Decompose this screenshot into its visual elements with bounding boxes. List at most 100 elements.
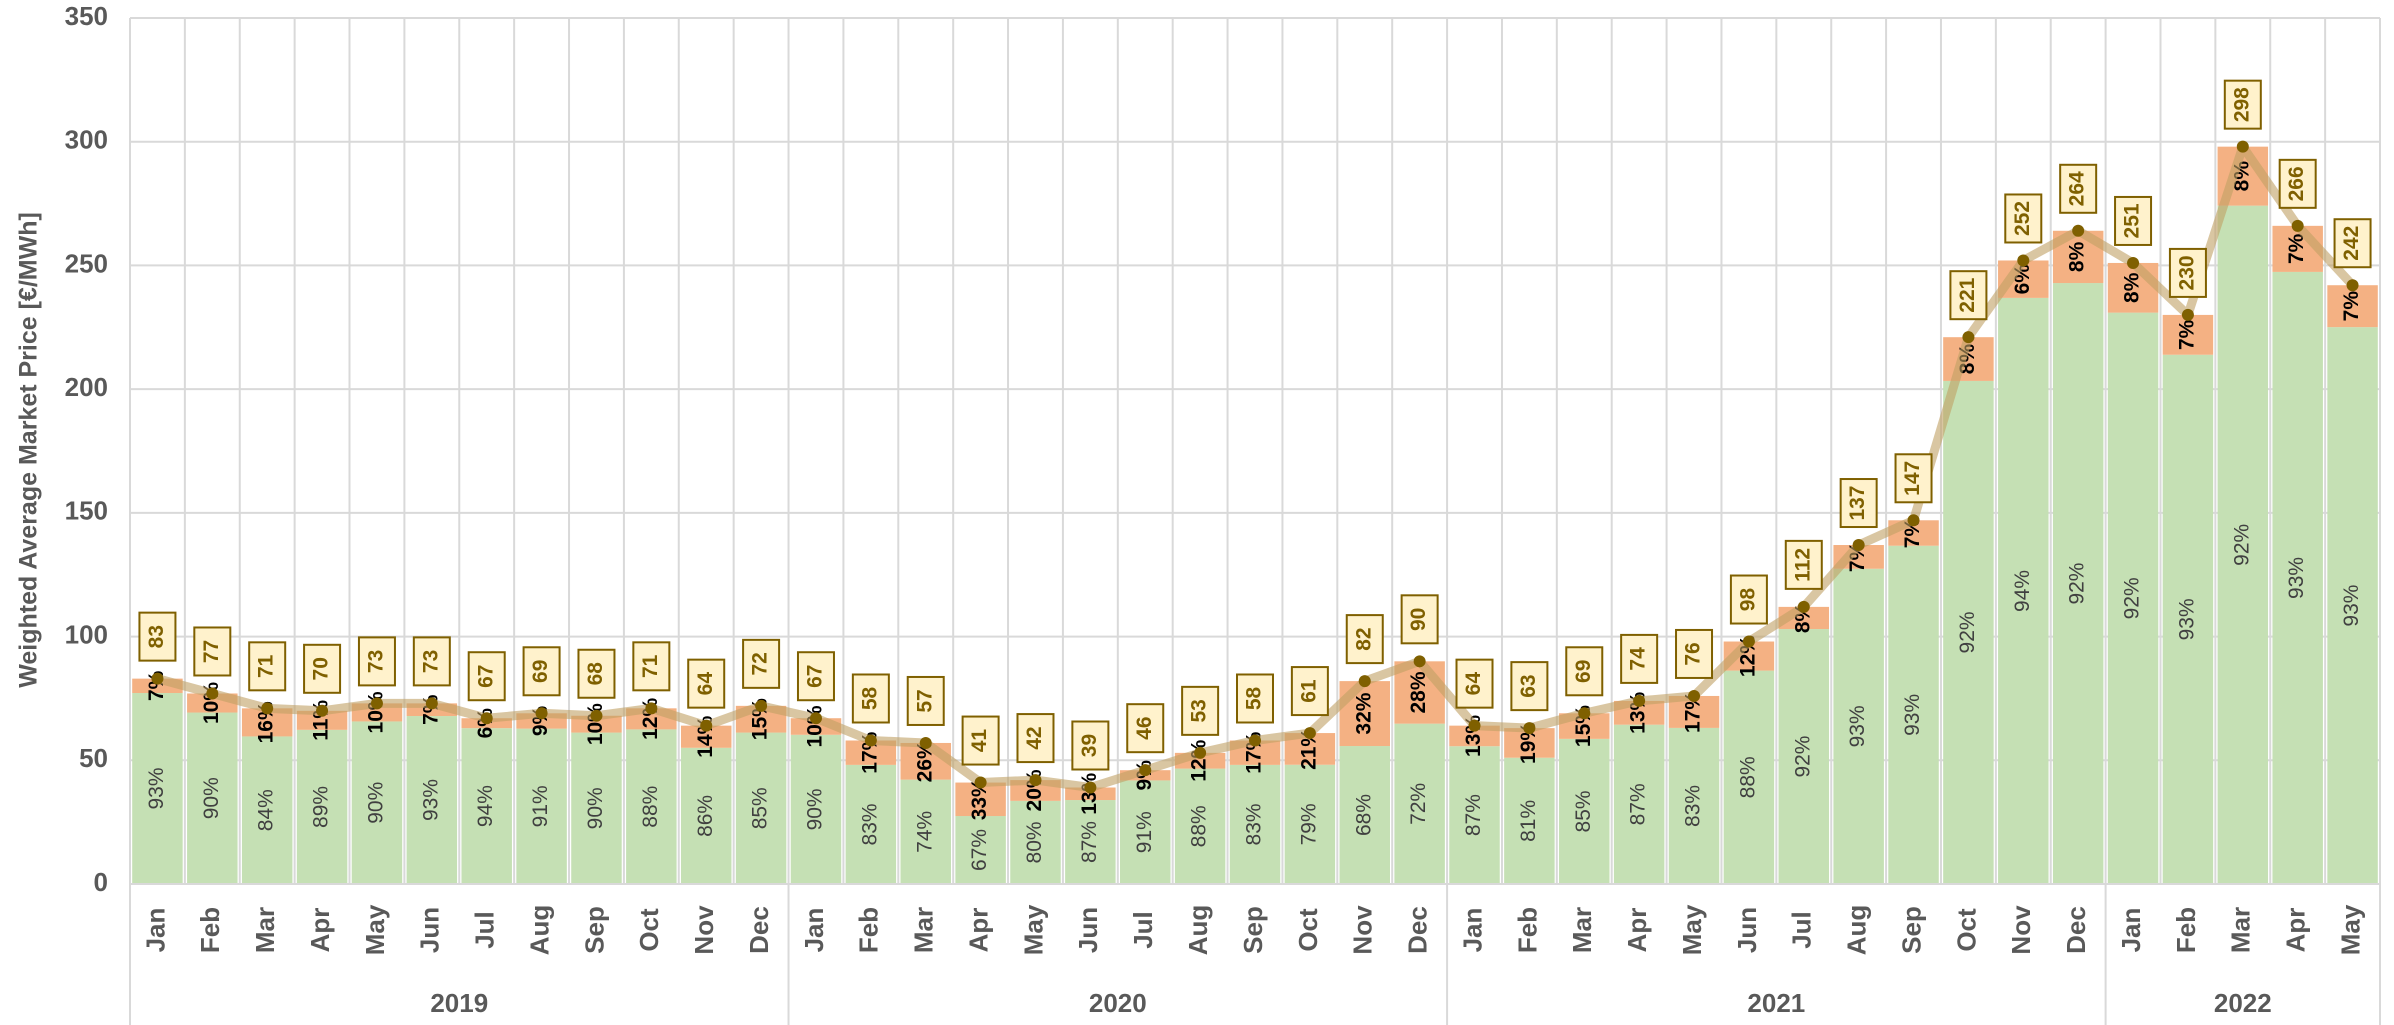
bar-share-a [790,734,842,884]
price-label-box [2278,158,2317,209]
price-label-box [1949,270,1988,321]
bar-share-a [296,729,348,884]
bar-share-a [1778,629,1830,884]
bar-share-a [1943,380,1994,884]
share-a-label: 93% [2175,598,2198,640]
share-a-label: 79% [1297,803,1320,845]
share-a-label: 92% [1956,611,1979,653]
price-label-box [1016,713,1055,764]
x-tick-label: Jul [1787,911,1817,949]
x-tick-label: Sep [1896,906,1926,954]
share-a-label: 85% [749,787,772,829]
price-label: 58 [858,686,881,710]
price-label: 61 [1297,679,1320,703]
share-b-label: 33% [968,778,991,820]
price-point [645,702,658,715]
bar-share-b [296,710,348,730]
x-tick-label: Jan [799,908,829,953]
share-a-label: 94% [2011,570,2034,612]
price-label-box [2114,195,2153,246]
price-label: 74 [1627,647,1650,671]
x-tick-label: Nov [1348,905,1378,955]
x-tick-label: Aug [524,905,554,956]
price-label-box [1455,658,1494,709]
price-label: 58 [1243,686,1266,710]
x-tick-label: Feb [2171,907,2201,953]
price-label: 137 [1846,485,1869,520]
price-label: 69 [1572,660,1595,683]
x-tick-label: Jul [470,911,500,949]
price-point [2127,256,2140,269]
y-tick-label: 350 [65,1,108,31]
year-label: 2021 [1747,988,1805,1018]
price-point [1194,746,1207,759]
price-label-box [1345,614,1384,665]
bar-share-a [2162,354,2214,885]
x-tick-label: Feb [1512,907,1542,953]
share-a-label: 92% [2121,577,2144,619]
bar-share-a [1174,768,1226,884]
share-a-label: 93% [145,767,168,809]
bar-share-a [1559,738,1610,884]
price-label: 42 [1023,726,1046,749]
price-point [206,687,219,700]
price-label: 266 [2285,166,2308,201]
price-label: 68 [584,662,607,686]
bar-share-a [1613,724,1665,884]
share-a-label: 85% [1572,790,1595,832]
price-label: 242 [2340,226,2363,261]
x-tick-label: Feb [854,907,884,953]
year-label: 2019 [430,988,488,1018]
price-label-box [1675,628,1714,679]
price-label: 264 [2066,171,2089,206]
price-label: 67 [804,665,827,688]
price-point [535,707,548,720]
price-label: 41 [968,729,991,753]
bar-share-a [1833,568,1884,884]
x-tick-label: Jun [415,907,445,953]
share-a-label: 93% [2340,585,2363,627]
price-point [480,712,493,725]
bar-share-a [1888,545,1939,884]
price-point [1303,727,1316,740]
x-tick-label: Mar [2226,907,2256,953]
price-label: 82 [1352,627,1375,650]
price-label: 147 [1901,461,1924,496]
price-point [1523,722,1536,735]
price-point [2346,279,2359,292]
bar-share-a [241,736,293,884]
price-label: 221 [1956,277,1979,312]
price-label-box [2333,218,2372,269]
bar-share-a [1394,723,1445,884]
price-point [1797,600,1810,613]
share-a-label: 87% [1078,821,1101,863]
x-tick-label: Aug [1183,905,1213,956]
price-label-box [742,638,781,689]
x-tick-label: Nov [2006,905,2036,955]
share-a-label: 93% [419,779,442,821]
price-label-box [357,636,396,687]
bar-share-a [516,728,567,884]
share-b-label: 8% [2121,272,2144,303]
price-point [151,672,164,685]
share-a-label: 90% [804,788,827,830]
price-point [316,704,329,717]
y-tick-label: 200 [65,372,108,402]
price-label: 77 [200,640,223,663]
share-b-label: 10% [804,705,827,747]
bar-share-b [1449,725,1500,747]
x-tick-label: Oct [1951,908,1981,952]
share-a-label: 81% [1517,800,1540,842]
bar-share-a [845,764,897,884]
bar-share-a [900,779,951,884]
price-label-box [961,715,1000,766]
share-a-label: 80% [1023,821,1046,863]
price-point [425,697,438,710]
price-point [1249,734,1261,747]
bar-share-b [2162,314,2214,355]
price-point [1578,707,1591,720]
price-point [1742,635,1755,648]
share-b-label: 32% [1352,692,1375,734]
price-label: 298 [2230,87,2253,122]
price-label-box [1784,539,1823,590]
